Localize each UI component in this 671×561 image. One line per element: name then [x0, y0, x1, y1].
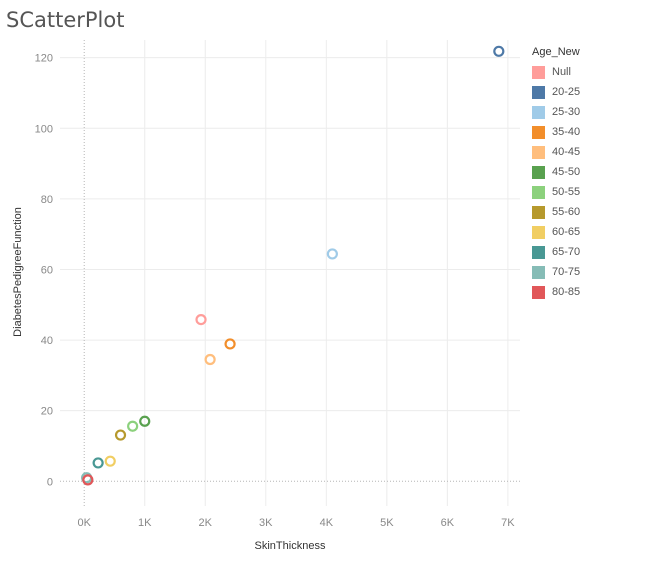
legend-item[interactable]: 70-75	[532, 262, 580, 282]
legend-item[interactable]: 80-85	[532, 282, 580, 302]
legend-label: 80-85	[552, 286, 581, 298]
data-point[interactable]	[92, 457, 104, 469]
y-axis-title: DiabetesPedigreeFunction	[12, 207, 24, 337]
legend-label: 40-45	[552, 146, 581, 158]
chart-title: SCatterPlot	[6, 8, 125, 32]
data-point[interactable]	[139, 415, 151, 427]
x-tick-label: 3K	[259, 517, 273, 529]
data-point[interactable]	[82, 474, 94, 486]
legend: Age_New Null 20-25 25-30 35-40 40-45 45-50 50-…	[532, 46, 580, 302]
legend-label: Null	[552, 66, 571, 78]
legend-swatch	[532, 205, 545, 219]
y-tick-label: 80	[41, 194, 53, 206]
legend-label: 25-30	[552, 106, 581, 118]
legend-swatch	[532, 285, 545, 299]
legend-title: Age_New	[532, 46, 580, 58]
data-point[interactable]	[224, 338, 236, 350]
data-point[interactable]	[104, 455, 116, 467]
legend-swatch	[532, 185, 545, 199]
legend-item[interactable]: Null	[532, 62, 580, 82]
legend-item[interactable]: 55-60	[532, 202, 580, 222]
legend-swatch	[532, 145, 545, 159]
legend-label: 35-40	[552, 126, 581, 138]
y-tick-label: 20	[41, 406, 53, 418]
x-tick-label: 6K	[441, 517, 455, 529]
legend-swatch	[532, 225, 545, 239]
x-tick-label: 5K	[380, 517, 394, 529]
data-point[interactable]	[493, 45, 505, 57]
legend-label: 20-25	[552, 86, 581, 98]
x-axis-ticks: 0K 1K 2K 3K 4K 5K 6K 7K	[77, 517, 515, 529]
legend-swatch	[532, 65, 545, 79]
y-tick-label: 120	[35, 53, 53, 65]
legend-swatch	[532, 125, 545, 139]
legend-label: 50-55	[552, 186, 581, 198]
legend-label: 60-65	[552, 226, 581, 238]
x-tick-label: 1K	[138, 517, 152, 529]
y-tick-label: 100	[35, 123, 53, 135]
legend-label: 45-50	[552, 166, 581, 178]
x-tick-label: 0K	[77, 517, 91, 529]
legend-label: 70-75	[552, 266, 581, 278]
legend-swatch	[532, 105, 545, 119]
y-tick-label: 0	[47, 476, 53, 488]
legend-label: 65-70	[552, 246, 581, 258]
legend-item[interactable]: 60-65	[532, 222, 580, 242]
data-points	[81, 45, 505, 486]
y-axis-ticks: 0 20 40 60 80 100 120	[35, 53, 53, 489]
legend-item[interactable]: 20-25	[532, 82, 580, 102]
legend-swatch	[532, 85, 545, 99]
x-tick-label: 2K	[199, 517, 213, 529]
grid-lines	[60, 40, 520, 506]
legend-item[interactable]: 45-50	[532, 162, 580, 182]
legend-label: 55-60	[552, 206, 581, 218]
legend-item[interactable]: 25-30	[532, 102, 580, 122]
y-tick-label: 40	[41, 335, 53, 347]
data-point[interactable]	[195, 314, 207, 326]
legend-item[interactable]: 35-40	[532, 122, 580, 142]
data-point[interactable]	[204, 353, 216, 366]
y-tick-label: 60	[41, 264, 53, 276]
data-point[interactable]	[114, 429, 127, 441]
zero-lines	[60, 40, 520, 506]
x-tick-label: 7K	[501, 517, 515, 529]
data-point[interactable]	[127, 420, 139, 432]
data-point[interactable]	[326, 248, 338, 260]
legend-swatch	[532, 245, 545, 259]
legend-item[interactable]: 65-70	[532, 242, 580, 262]
legend-item[interactable]: 50-55	[532, 182, 580, 202]
legend-swatch	[532, 165, 545, 179]
x-axis-title: SkinThickness	[255, 540, 326, 552]
x-tick-label: 4K	[320, 517, 334, 529]
legend-swatch	[532, 265, 545, 279]
legend-item[interactable]: 40-45	[532, 142, 580, 162]
